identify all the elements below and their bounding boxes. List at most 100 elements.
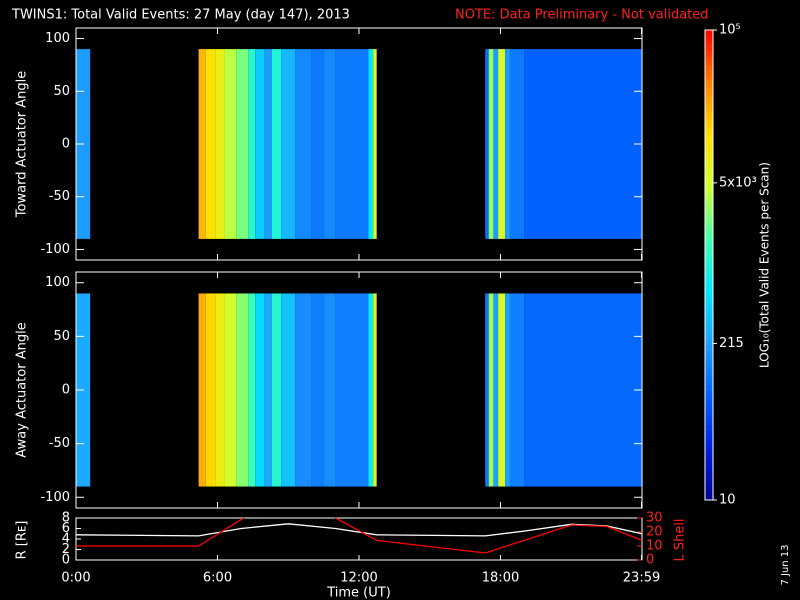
colorbar-swatch xyxy=(705,340,713,346)
heatmap-cell xyxy=(295,49,312,239)
heatmap-cell xyxy=(236,49,249,239)
colorbar-swatch xyxy=(705,465,713,471)
colorbar-swatch xyxy=(705,410,713,416)
colorbar-swatch xyxy=(705,480,713,486)
colorbar-swatch xyxy=(705,345,713,351)
y2-tick-label: 30 xyxy=(646,511,663,526)
heatmap-cell xyxy=(224,293,237,487)
heatmap-cell xyxy=(281,293,296,487)
colorbar-swatch xyxy=(705,250,713,256)
colorbar-swatch xyxy=(705,240,713,246)
colorbar-swatch xyxy=(705,365,713,371)
y-tick-label: 50 xyxy=(53,329,70,344)
colorbar-swatch xyxy=(705,450,713,456)
colorbar-swatch xyxy=(705,325,713,331)
colorbar-swatch xyxy=(705,40,713,46)
colorbar-swatch xyxy=(705,50,713,56)
heatmap-cell xyxy=(335,49,369,239)
colorbar-swatch xyxy=(705,375,713,381)
y2-tick-label: 10 xyxy=(646,539,663,554)
colorbar-swatch xyxy=(705,110,713,116)
colorbar-swatch xyxy=(705,295,713,301)
colorbar-swatch xyxy=(705,335,713,341)
heatmap-cell xyxy=(311,293,324,487)
colorbar-swatch xyxy=(705,65,713,71)
heatmap-cell xyxy=(215,49,225,239)
orbit-frame xyxy=(75,517,643,561)
y-tick-label: -100 xyxy=(40,490,70,505)
heatmap-cell xyxy=(271,293,282,487)
y-axis-label: Away Actuator Angle xyxy=(15,322,30,457)
x-tick-label: 12:00 xyxy=(340,571,377,586)
colorbar-swatch xyxy=(705,470,713,476)
colorbar-swatch xyxy=(705,100,713,106)
heatmap-cell xyxy=(264,293,272,487)
colorbar-swatch xyxy=(705,445,713,451)
heatmap-cell xyxy=(323,293,336,487)
colorbar-swatch xyxy=(705,45,713,51)
heatmap-cell xyxy=(485,49,489,239)
heatmap-cell xyxy=(255,293,265,487)
colorbar-swatch xyxy=(705,85,713,91)
colorbar-tick-label: 215 xyxy=(719,336,744,351)
colorbar-swatch xyxy=(705,385,713,391)
colorbar-swatch xyxy=(705,170,713,176)
heatmap-cell xyxy=(205,293,216,487)
heatmap-cell xyxy=(505,49,510,239)
colorbar-swatch xyxy=(705,180,713,186)
colorbar-swatch xyxy=(705,75,713,81)
colorbar-swatch xyxy=(705,305,713,311)
heatmap-cell xyxy=(335,293,369,487)
heatmap-cell xyxy=(505,293,510,487)
heatmap-cell xyxy=(509,293,525,487)
heatmap-cell xyxy=(311,49,324,239)
heatmap-cell xyxy=(198,49,206,239)
colorbar-swatch xyxy=(705,145,713,151)
chart-title: TWINS1: Total Valid Events: 27 May (day … xyxy=(11,8,350,23)
colorbar-swatch xyxy=(705,265,713,271)
colorbar-swatch xyxy=(705,205,713,211)
colorbar-swatch xyxy=(705,320,713,326)
y-tick-label: -100 xyxy=(40,242,70,257)
y-tick-label: 6 xyxy=(62,521,70,536)
colorbar-swatch xyxy=(705,225,713,231)
y-tick-label: 0 xyxy=(62,137,70,152)
colorbar-frame xyxy=(704,29,714,501)
x-tick-label: 0:00 xyxy=(61,571,90,586)
colorbar-swatch xyxy=(705,460,713,466)
colorbar-swatch xyxy=(705,90,713,96)
heatmap-cell xyxy=(295,293,312,487)
y-tick-label: 50 xyxy=(53,84,70,99)
colorbar-swatch xyxy=(705,215,713,221)
colorbar-swatch xyxy=(705,495,713,501)
heatmap-cell xyxy=(488,293,494,487)
heatmap-cell xyxy=(368,293,374,487)
colorbar-swatch xyxy=(705,430,713,436)
colorbar-swatch xyxy=(705,350,713,356)
x-tick-label: 6:00 xyxy=(203,571,232,586)
heatmap-cell xyxy=(498,293,506,487)
colorbar-swatch xyxy=(705,155,713,161)
x-tick-label: 18:00 xyxy=(482,571,519,586)
heatmap-cell xyxy=(524,49,642,239)
colorbar-swatch xyxy=(705,175,713,181)
colorbar-swatch xyxy=(705,245,713,251)
colorbar-swatch xyxy=(705,490,713,496)
colorbar-swatch xyxy=(705,230,713,236)
heatmap-cell xyxy=(255,49,265,239)
heatmap-cell xyxy=(271,49,282,239)
heatmap-cell xyxy=(236,293,249,487)
heatmap-cell xyxy=(264,49,272,239)
heatmap-cell xyxy=(485,293,489,487)
note: NOTE: Data Preliminary - Not validated xyxy=(455,8,709,23)
heatmap-cell xyxy=(373,293,377,487)
date: 7 Jun 13 xyxy=(780,544,791,585)
heatmap-cell xyxy=(488,49,494,239)
colorbar-swatch xyxy=(705,290,713,296)
y2-tick-label: 0 xyxy=(646,553,654,568)
y2-axis-label: L Shell xyxy=(673,518,688,561)
heatmap-cell xyxy=(224,49,237,239)
colorbar-swatch xyxy=(705,405,713,411)
colorbar-swatch xyxy=(705,160,713,166)
colorbar-swatch xyxy=(705,120,713,126)
